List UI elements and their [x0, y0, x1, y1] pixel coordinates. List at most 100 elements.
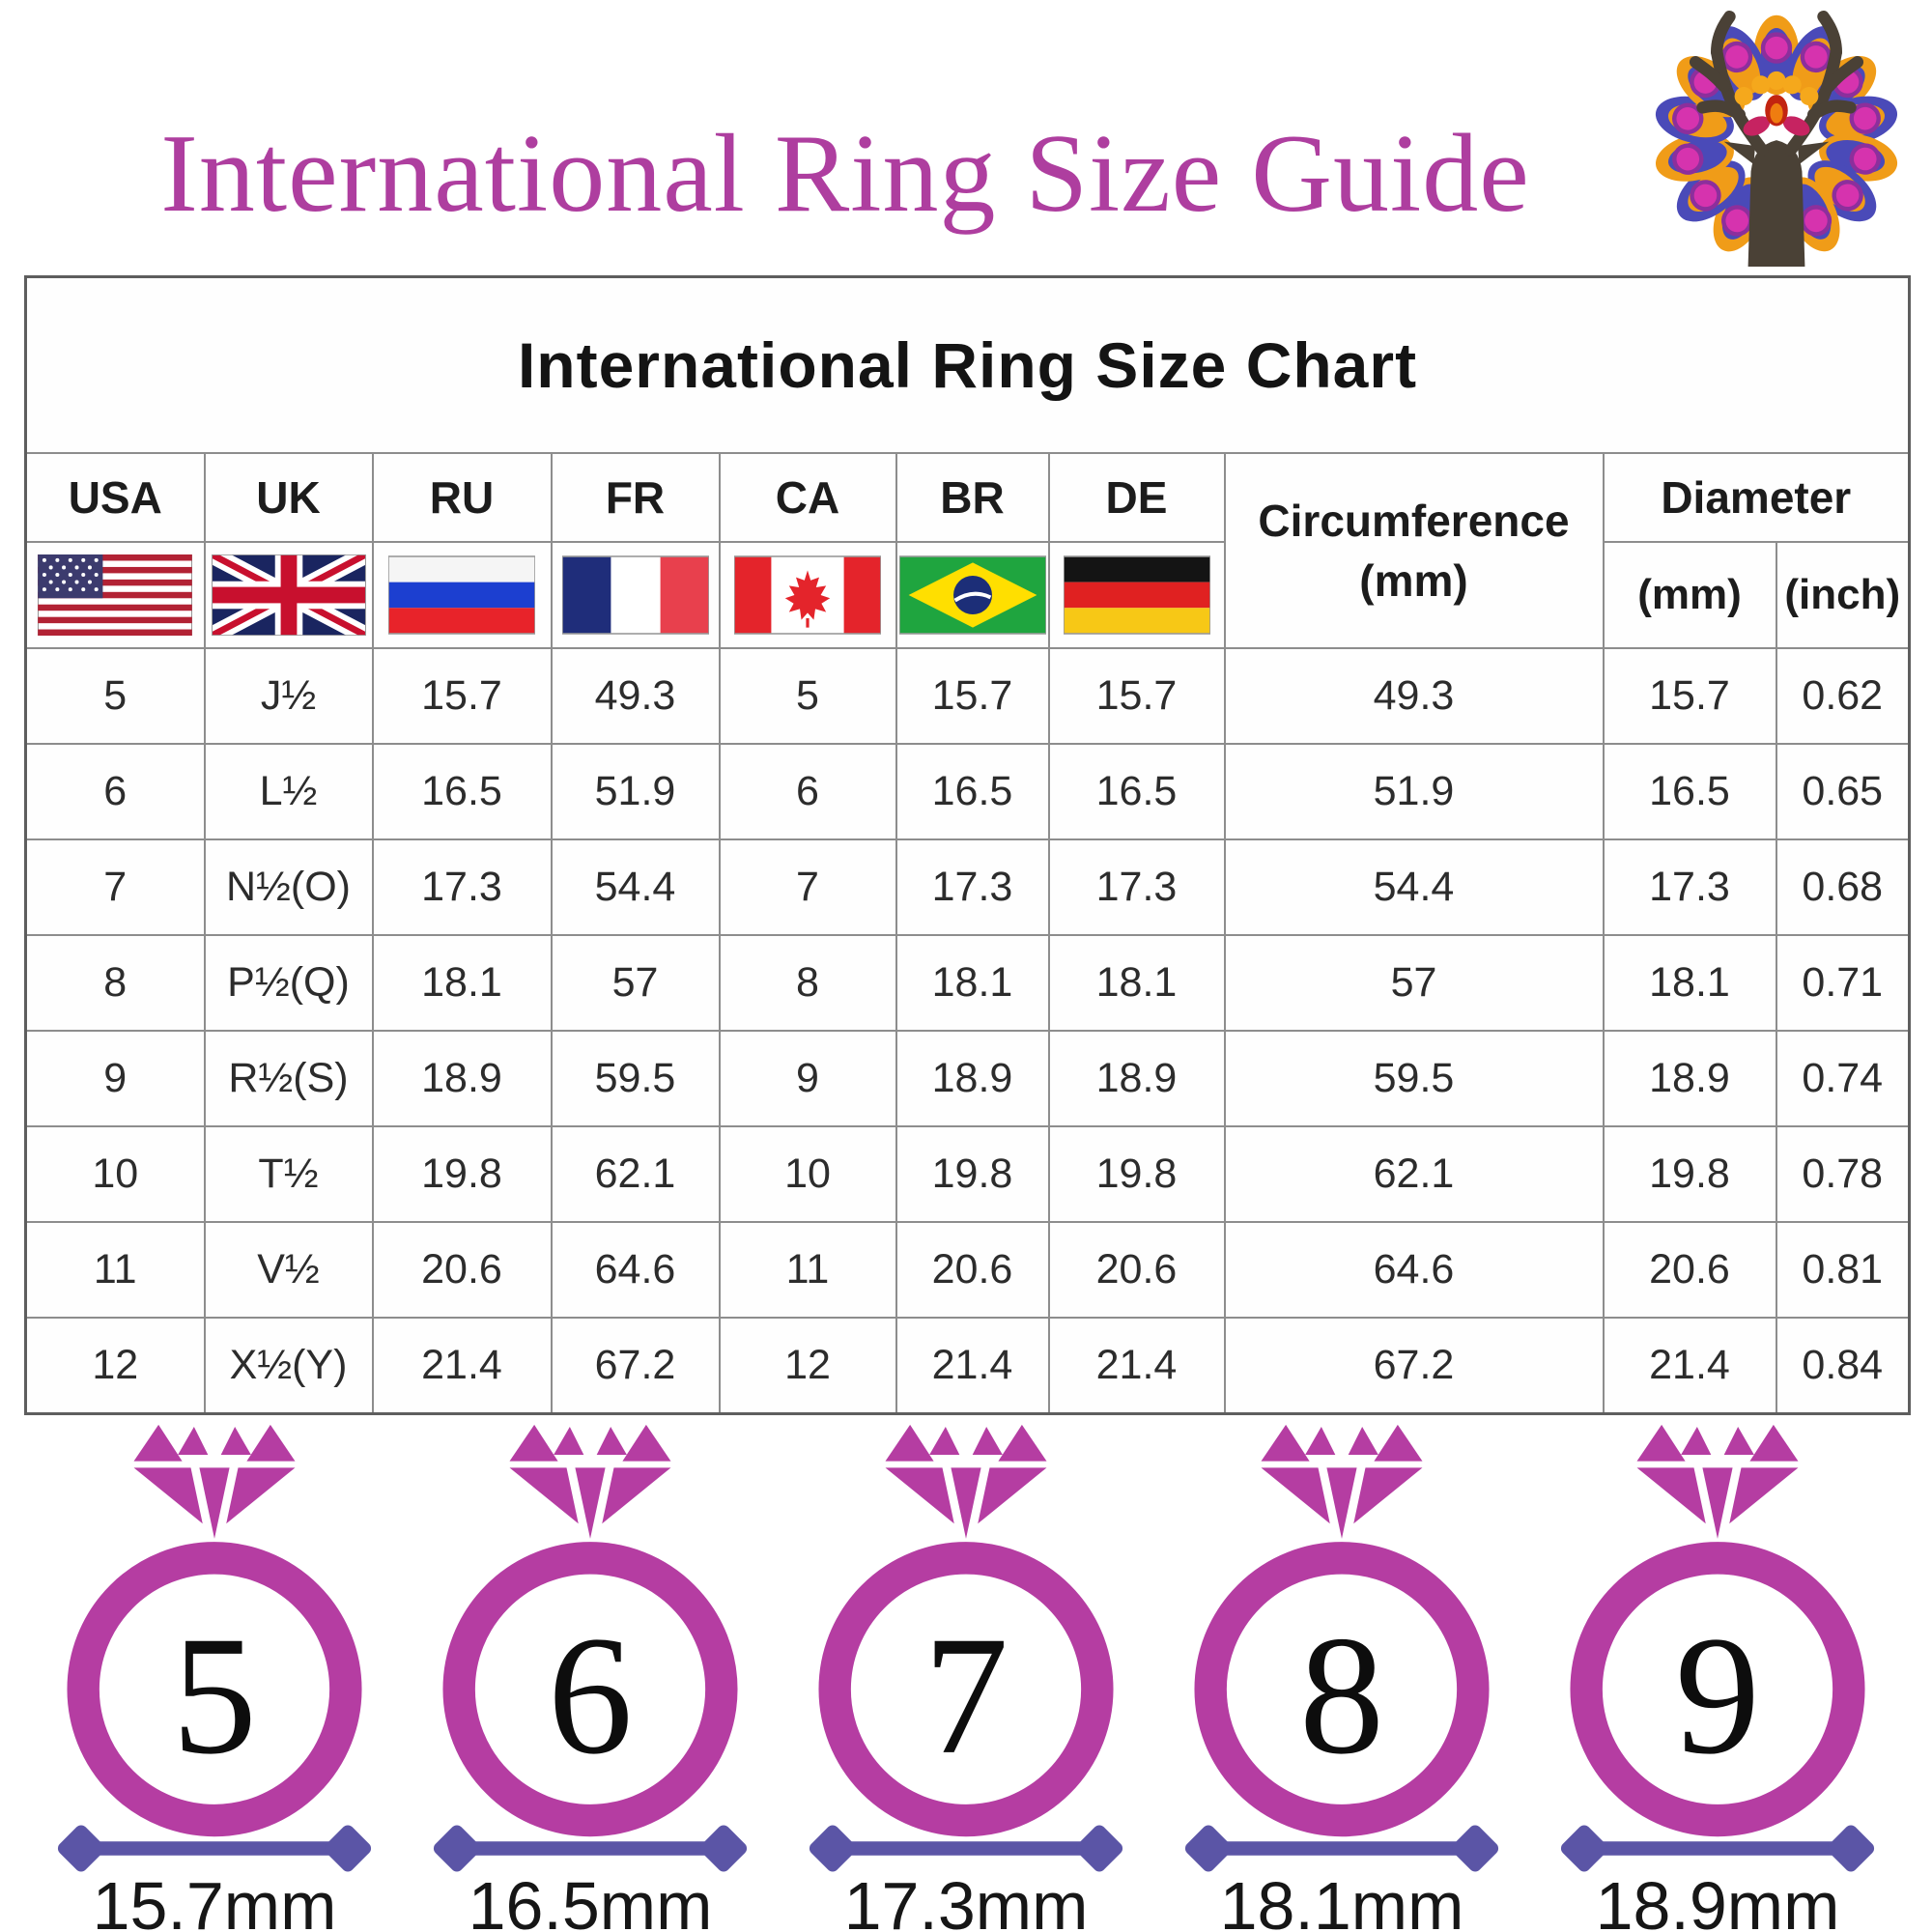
table-cell: 18.9 — [1047, 1030, 1226, 1127]
table-cell: 18.1 — [1602, 934, 1777, 1032]
table-cell: 59.5 — [550, 1030, 721, 1127]
ring-size-number: 6 — [548, 1602, 633, 1790]
country-code-row: USA UK RU FR CA BR DE Circumference (mm)… — [24, 452, 1911, 649]
ring-diameter-label: 17.3mm — [843, 1868, 1089, 1932]
table-cell: 6 — [718, 743, 897, 840]
table-cell: 59.5 — [1223, 1030, 1605, 1127]
table-cell: 62.1 — [1223, 1125, 1605, 1223]
table-row: 5 J½ 15.7 49.3 5 15.7 15.7 49.3 15.7 0.62 — [24, 647, 1911, 745]
diamond-icon — [133, 1424, 296, 1539]
table-cell: 19.8 — [371, 1125, 553, 1223]
usa-flag-icon — [24, 541, 206, 649]
table-cell: 12 — [24, 1317, 206, 1415]
table-cell: 67.2 — [550, 1317, 721, 1415]
ring-size-illustration: 7 17.3mm — [805, 1418, 1127, 1932]
table-cell: T½ — [203, 1125, 374, 1223]
deer-mandala-icon — [1655, 10, 1898, 267]
col-header-fr: FR — [550, 452, 721, 543]
table-cell: N½(O) — [203, 838, 374, 936]
diamond-ring-icon: 6 — [433, 1424, 748, 1872]
table-cell: 21.4 — [1602, 1317, 1777, 1415]
deer-silhouette — [1689, 10, 1864, 267]
table-cell: 5 — [718, 647, 897, 745]
flag-row: (mm) (inch) — [24, 541, 1911, 649]
diamond-icon — [509, 1424, 671, 1539]
table-row: 11 V½ 20.6 64.6 11 20.6 20.6 64.6 20.6 0.81 — [24, 1221, 1911, 1319]
ring-size-table: International Ring Size Chart USA UK RU … — [24, 275, 1912, 1415]
diamond-icon — [1261, 1424, 1423, 1539]
brazil-flag-icon — [895, 541, 1050, 649]
table-cell: 17.3 — [371, 838, 553, 936]
measure-line — [809, 1825, 1123, 1872]
ring-diameter-label: 15.7mm — [92, 1868, 337, 1932]
table-cell: 9 — [24, 1030, 206, 1127]
table-cell: 64.6 — [550, 1221, 721, 1319]
table-cell: 49.3 — [1223, 647, 1605, 745]
uk-flag-icon — [203, 541, 374, 649]
table-row: 8 P½(Q) 18.1 57 8 18.1 18.1 57 18.1 0.71 — [24, 934, 1911, 1032]
table-cell: 0.62 — [1775, 647, 1911, 745]
ring-size-illustration: 6 16.5mm — [429, 1418, 752, 1932]
table-cell: 0.81 — [1775, 1221, 1911, 1319]
measure-line — [1560, 1825, 1875, 1872]
table-body: 5 J½ 15.7 49.3 5 15.7 15.7 49.3 15.7 0.62 6 L½ 16.5 5… — [24, 647, 1911, 1415]
canada-flag-icon — [718, 541, 897, 649]
table-cell: L½ — [203, 743, 374, 840]
col-header-ru: RU — [371, 452, 553, 543]
table-cell: 0.78 — [1775, 1125, 1911, 1223]
table-cell: 19.8 — [1602, 1125, 1777, 1223]
table-cell: 20.6 — [895, 1221, 1050, 1319]
ring-diameter-label: 18.1mm — [1219, 1868, 1464, 1932]
ring-size-illustration: 8 18.1mm — [1180, 1418, 1503, 1932]
table-row: 10 T½ 19.8 62.1 10 19.8 19.8 62.1 19.8 0.78 — [24, 1125, 1911, 1223]
col-header-de: DE — [1047, 452, 1226, 543]
ring-band — [442, 1542, 738, 1837]
table-row: 9 R½(S) 18.9 59.5 9 18.9 18.9 59.5 18.9 0.74 — [24, 1030, 1911, 1127]
table-cell: 15.7 — [895, 647, 1050, 745]
ring-size-number: 8 — [1299, 1602, 1384, 1790]
table-cell: 21.4 — [895, 1317, 1050, 1415]
col-subheader-diameter-mm: (mm) — [1602, 541, 1777, 649]
ring-size-number: 5 — [172, 1602, 257, 1790]
ring-size-illustration: 9 18.9mm — [1556, 1418, 1879, 1932]
table-cell: 67.2 — [1223, 1317, 1605, 1415]
table-cell: 20.6 — [371, 1221, 553, 1319]
table-cell: 57 — [1223, 934, 1605, 1032]
table-cell: 18.9 — [895, 1030, 1050, 1127]
col-header-usa: USA — [24, 452, 206, 543]
table-cell: 16.5 — [895, 743, 1050, 840]
table-cell: 51.9 — [550, 743, 721, 840]
table-cell: 18.9 — [1602, 1030, 1777, 1127]
table-cell: 51.9 — [1223, 743, 1605, 840]
table-cell: 54.4 — [550, 838, 721, 936]
table-cell: 17.3 — [1047, 838, 1226, 936]
col-header-ca: CA — [718, 452, 897, 543]
table-row: 7 N½(O) 17.3 54.4 7 17.3 17.3 54.4 17.3 0.68 — [24, 838, 1911, 936]
col-header-br: BR — [895, 452, 1050, 543]
table-cell: 7 — [718, 838, 897, 936]
table-cell: 15.7 — [371, 647, 553, 745]
ring-band — [67, 1542, 362, 1837]
table-cell: X½(Y) — [203, 1317, 374, 1415]
table-title: International Ring Size Chart — [24, 275, 1911, 454]
table-cell: P½(Q) — [203, 934, 374, 1032]
table-cell: 6 — [24, 743, 206, 840]
table-cell: 11 — [24, 1221, 206, 1319]
table-cell: J½ — [203, 647, 374, 745]
rings-section: 5 15.7mm — [0, 1418, 1932, 1932]
col-header-circumference: Circumference (mm) — [1223, 452, 1605, 649]
table-cell: 0.84 — [1775, 1317, 1911, 1415]
table-cell: 49.3 — [550, 647, 721, 745]
measure-line — [433, 1825, 748, 1872]
table-cell: 18.1 — [1047, 934, 1226, 1032]
table-cell: 0.74 — [1775, 1030, 1911, 1127]
table-cell: 21.4 — [1047, 1317, 1226, 1415]
ring-size-number: 9 — [1675, 1602, 1760, 1790]
col-subheader-diameter-inch: (inch) — [1775, 541, 1911, 649]
table-cell: 20.6 — [1602, 1221, 1777, 1319]
table-cell: 5 — [24, 647, 206, 745]
brand-logo — [1633, 4, 1920, 267]
table-cell: 16.5 — [1602, 743, 1777, 840]
table-cell: 16.5 — [1047, 743, 1226, 840]
